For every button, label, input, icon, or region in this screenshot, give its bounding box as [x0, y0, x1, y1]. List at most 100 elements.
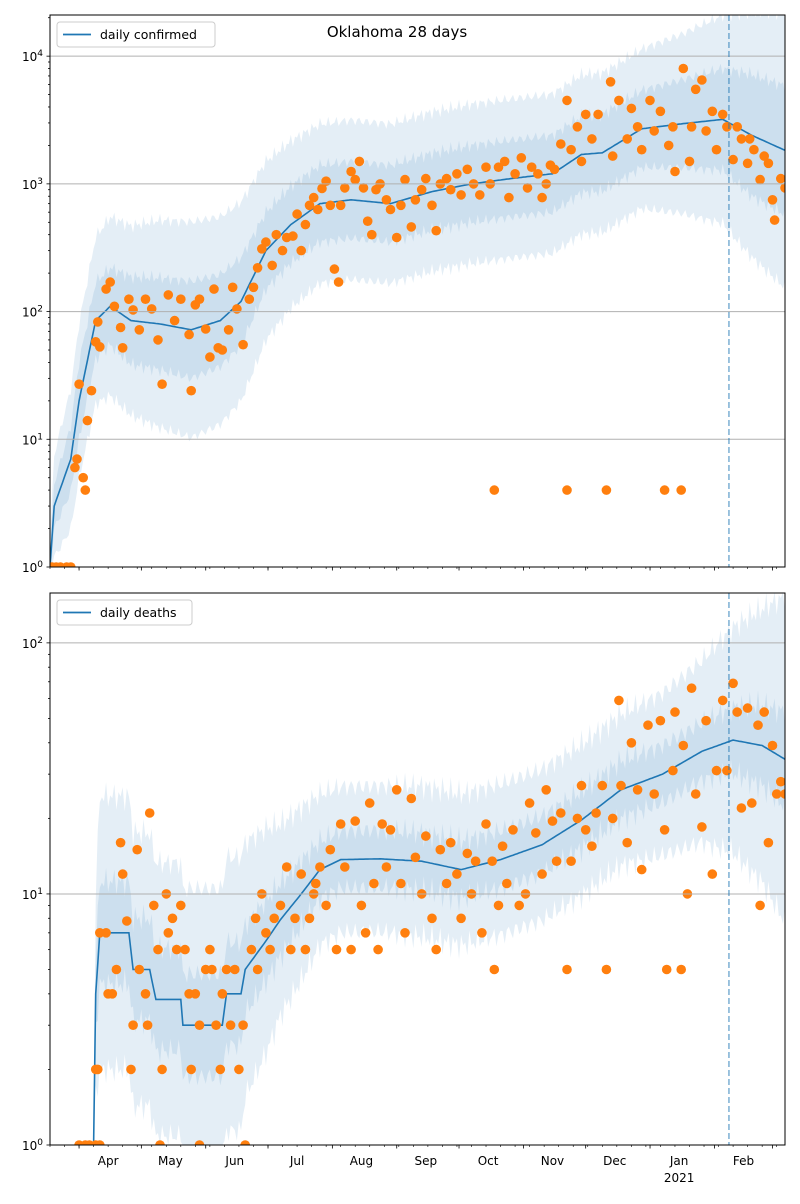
data-point — [601, 485, 612, 495]
data-point — [78, 472, 88, 483]
data-point — [140, 294, 151, 305]
data-point — [661, 964, 672, 975]
data-point — [711, 144, 722, 155]
legend: daily deaths — [56, 599, 193, 626]
data-point — [315, 862, 325, 872]
data-point — [686, 683, 697, 693]
data-point — [377, 819, 388, 829]
data-point — [489, 964, 500, 975]
data-point — [364, 798, 375, 808]
data-point — [128, 1020, 138, 1030]
axes-frame — [49, 14, 786, 568]
data-point — [776, 776, 785, 787]
data-point — [211, 1020, 221, 1030]
data-point — [717, 109, 728, 120]
data-point — [128, 305, 138, 315]
outer-uncertainty-band — [93, 593, 785, 1145]
data-point — [431, 225, 442, 236]
data-point — [290, 913, 300, 924]
data-point — [157, 1064, 167, 1075]
data-point — [701, 126, 711, 136]
data-point — [771, 789, 782, 799]
data-point — [533, 169, 543, 179]
deaths-panel: 100 101 102 Apr May Jun Jul Aug Sep Oct Nov Dec Jan F… — [22, 592, 786, 1185]
data-point — [670, 707, 680, 717]
data-point — [126, 1064, 136, 1075]
data-point — [194, 1020, 205, 1030]
data-point — [537, 869, 547, 879]
data-point — [223, 325, 234, 335]
data-point — [655, 715, 666, 726]
data-point — [410, 195, 421, 205]
data-point — [562, 964, 572, 975]
data-point — [481, 162, 491, 172]
data-point — [736, 134, 747, 144]
data-point — [475, 190, 485, 200]
data-point — [697, 75, 707, 85]
data-point — [470, 856, 481, 866]
data-point — [435, 844, 446, 855]
data-point — [572, 813, 583, 824]
data-point — [354, 156, 365, 167]
data-point — [445, 837, 456, 848]
data-point — [205, 352, 215, 362]
inner-uncertainty-band — [93, 690, 785, 1145]
data-point — [115, 322, 126, 333]
data-point — [632, 785, 643, 795]
data-point — [410, 852, 421, 863]
data-point — [391, 232, 402, 243]
data-point — [225, 1020, 236, 1030]
data-point — [676, 964, 686, 975]
data-point — [668, 122, 678, 132]
data-point — [643, 720, 653, 730]
data-point — [732, 122, 742, 132]
data-point — [163, 290, 174, 300]
data-point — [769, 215, 780, 225]
data-point — [369, 878, 379, 889]
data-point — [265, 944, 275, 955]
data-point — [321, 900, 331, 911]
data-point — [684, 156, 695, 167]
data-point — [176, 900, 186, 911]
data-point — [171, 944, 182, 955]
data-point — [462, 164, 473, 175]
data-point — [626, 103, 637, 114]
data-point — [576, 780, 587, 791]
data-point — [153, 944, 163, 955]
data-point — [105, 277, 115, 287]
data-point — [101, 928, 111, 938]
data-point — [780, 789, 785, 799]
data-point — [95, 1140, 105, 1145]
data-point — [72, 454, 82, 464]
data-point — [759, 707, 769, 717]
data-point — [296, 869, 307, 879]
data-point — [238, 339, 248, 350]
data-point — [261, 928, 271, 938]
data-point — [728, 678, 738, 689]
data-point — [329, 264, 340, 274]
data-point — [406, 793, 417, 804]
data-point — [308, 192, 319, 203]
data-point — [690, 789, 701, 799]
data-point — [566, 144, 576, 155]
data-point — [587, 134, 597, 144]
data-point — [686, 122, 697, 132]
data-point — [580, 109, 591, 120]
data-point — [607, 151, 618, 161]
data-point — [690, 84, 701, 95]
data-point — [331, 944, 342, 955]
data-point — [373, 944, 383, 955]
data-point — [493, 162, 504, 172]
data-point — [780, 183, 785, 193]
data-point — [742, 158, 753, 169]
data-point — [755, 900, 765, 911]
data-point — [124, 294, 134, 305]
data-point — [207, 964, 217, 975]
data-point — [275, 900, 286, 911]
data-point — [134, 964, 145, 975]
data-point — [109, 301, 120, 312]
data-point — [722, 122, 732, 132]
data-point — [267, 260, 278, 271]
data-point — [591, 808, 601, 818]
data-point — [655, 106, 666, 117]
